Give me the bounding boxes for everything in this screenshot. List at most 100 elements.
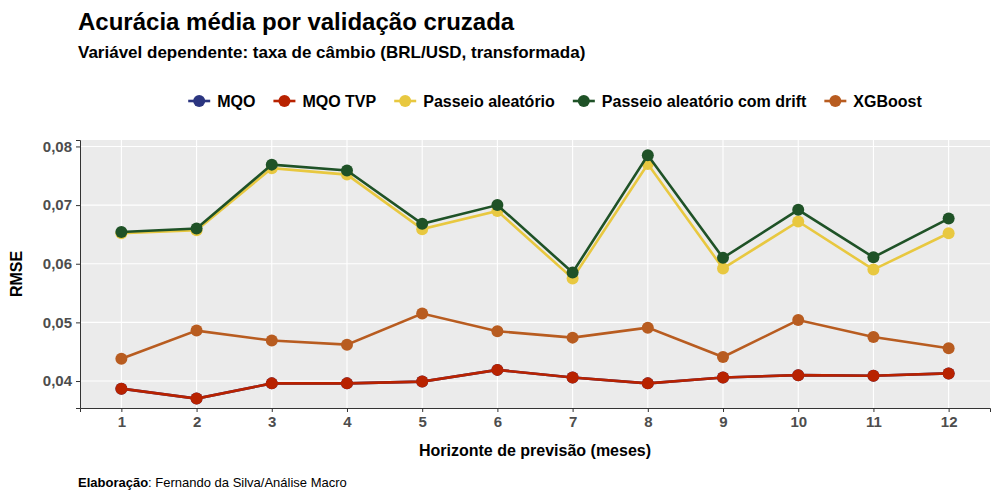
tick-label: 0,06: [43, 255, 72, 272]
tick-label: 6: [494, 413, 502, 430]
tick-label: 0,07: [43, 196, 72, 213]
tick-label: 11: [866, 413, 882, 430]
chart: Acurácia média por validação cruzadaVari…: [0, 0, 1000, 500]
tick-label: 10: [790, 413, 807, 430]
legend-key-point: [829, 95, 841, 107]
point: [266, 377, 278, 389]
caption: Elaboração: Fernando da Silva/Análise Ma…: [78, 475, 347, 490]
point: [341, 377, 353, 389]
series-line: [121, 314, 948, 359]
tick-label: 2: [193, 413, 201, 430]
point: [717, 252, 729, 264]
y-axis: 0,04 0,05 0,06 0,07 0,08: [43, 138, 81, 409]
point: [642, 377, 654, 389]
tick-mark: [121, 408, 122, 412]
tick: 0,04: [43, 372, 80, 389]
point: [792, 369, 804, 381]
tick: 11: [866, 408, 882, 430]
point: [266, 159, 278, 171]
tick-label: 1: [118, 413, 126, 430]
tick-label: 9: [719, 413, 727, 430]
point: [191, 393, 203, 405]
tick-label: 4: [343, 413, 352, 430]
point: [416, 376, 428, 388]
tick-mark: [347, 408, 348, 412]
point: [943, 213, 955, 225]
tick-mark: [873, 408, 874, 412]
tick-mark: [422, 408, 423, 412]
grid-line: [80, 146, 990, 147]
legend-key-point: [578, 95, 590, 107]
tick-mark: [573, 408, 574, 412]
grid-line: [798, 140, 799, 408]
grid-line: [121, 140, 122, 408]
tick-mark: [723, 408, 724, 412]
grid-line: [80, 322, 990, 323]
grid-line: [80, 205, 990, 206]
point: [792, 314, 804, 326]
tick: 2: [193, 408, 201, 430]
x-axis-title: Horizonte de previsão (meses): [419, 442, 651, 459]
point: [642, 377, 654, 389]
tick-mark: [497, 408, 498, 412]
tick-mark: [76, 205, 80, 206]
tick: 1: [118, 408, 126, 430]
series: [115, 364, 954, 405]
tick: 10: [790, 408, 807, 430]
tick: 8: [644, 408, 652, 430]
point: [867, 370, 879, 382]
tick-mark: [76, 264, 80, 265]
tick-label: 0,05: [43, 314, 72, 331]
point: [792, 204, 804, 216]
point: [416, 218, 428, 230]
series: [115, 308, 954, 365]
tick: 3: [268, 408, 276, 430]
point: [567, 372, 579, 384]
legend-key-point: [399, 95, 411, 107]
series-line: [121, 370, 948, 399]
tick-mark: [272, 408, 273, 412]
point: [266, 335, 278, 347]
point: [115, 383, 127, 395]
legend-item: MQO TVP: [273, 93, 376, 110]
tick: 0,08: [43, 138, 80, 155]
point: [567, 372, 579, 384]
tick-mark: [197, 408, 198, 412]
point: [567, 267, 579, 279]
point: [491, 325, 503, 337]
tick: 0,05: [43, 314, 80, 331]
point: [115, 383, 127, 395]
point: [416, 376, 428, 388]
point: [341, 377, 353, 389]
tick-label: 8: [644, 413, 652, 430]
tick-mark: [949, 408, 950, 412]
legend-item: Passeio aleatório com drift: [573, 93, 807, 110]
series-line: [121, 164, 948, 278]
tick: 0,06: [43, 255, 80, 272]
point: [341, 164, 353, 176]
point: [792, 369, 804, 381]
point: [191, 223, 203, 235]
legend-label: MQO: [217, 93, 255, 110]
tick: 9: [719, 408, 727, 430]
grid-line: [80, 263, 990, 264]
point: [943, 227, 955, 239]
point: [266, 377, 278, 389]
legend-item: MQO: [188, 93, 255, 110]
point: [867, 251, 879, 263]
grid-line: [80, 380, 990, 381]
tick-mark: [76, 322, 80, 323]
legend-key-point: [278, 95, 290, 107]
x-axis: 123456789101112: [81, 408, 991, 430]
series: [115, 158, 954, 284]
point: [491, 199, 503, 211]
point: [943, 367, 955, 379]
tick-mark: [76, 146, 80, 147]
point: [491, 364, 503, 376]
legend-item: XGBoost: [824, 93, 922, 110]
subtitle: Variável dependente: taxa de câmbio (BRL…: [78, 43, 585, 62]
axis-line: [81, 409, 991, 413]
tick: 7: [569, 408, 577, 430]
series: [115, 149, 954, 278]
tick: 4: [343, 408, 352, 430]
